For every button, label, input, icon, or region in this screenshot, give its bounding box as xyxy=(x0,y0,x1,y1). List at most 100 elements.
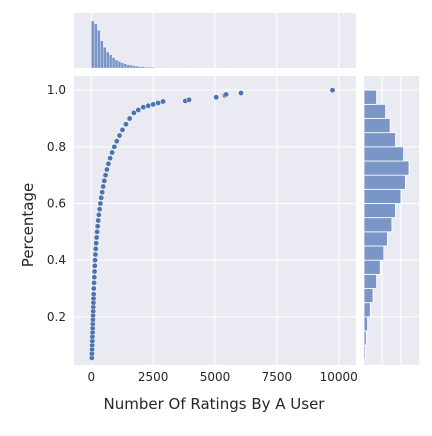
scatter-point xyxy=(91,292,96,297)
scatter-point xyxy=(151,102,156,107)
x-hist-bar xyxy=(97,30,100,68)
x-tick-label: 5000 xyxy=(200,370,231,384)
x-hist-bar xyxy=(142,67,145,68)
scatter-point xyxy=(156,100,161,105)
x-hist-bar xyxy=(124,64,127,68)
scatter-point xyxy=(131,110,136,115)
x-hist-bar xyxy=(100,41,103,68)
scatter-point xyxy=(96,218,101,223)
x-hist-bar xyxy=(139,67,142,68)
y-hist-bar xyxy=(364,232,387,246)
scatter-point xyxy=(123,122,128,127)
y-tick-label: 0.6 xyxy=(47,197,66,211)
y-hist-bar xyxy=(364,133,396,147)
x-hist-bar xyxy=(109,55,112,68)
y-tick-label: 0.8 xyxy=(47,140,66,154)
scatter-point xyxy=(92,263,97,268)
x-tick-label: 0 xyxy=(87,370,95,384)
scatter-point xyxy=(108,156,113,161)
scatter-point xyxy=(93,252,98,257)
x-hist-bar xyxy=(133,66,136,68)
scatter-point xyxy=(91,280,96,285)
scatter-point xyxy=(91,286,96,291)
scatter-point xyxy=(330,88,335,93)
scatter-point xyxy=(93,246,98,251)
scatter-point xyxy=(109,150,114,155)
scatter-point xyxy=(112,144,117,149)
y-hist-bar xyxy=(364,104,386,118)
y-hist-bar xyxy=(364,147,404,161)
scatter-point xyxy=(114,139,119,144)
scatter-point xyxy=(224,92,229,97)
scatter-point xyxy=(160,99,165,104)
scatter-point xyxy=(92,275,97,280)
scatter-point xyxy=(136,107,141,112)
y-axis-label: Percentage xyxy=(19,183,37,267)
y-hist-bar xyxy=(364,119,390,133)
scatter-point xyxy=(102,178,107,183)
scatter-point xyxy=(127,116,132,121)
right-marginal-histogram xyxy=(364,76,419,365)
y-hist-bar xyxy=(364,260,380,274)
y-hist-bar xyxy=(364,317,368,331)
scatter-point xyxy=(97,207,102,212)
y-hist-bar xyxy=(364,289,373,303)
y-hist-bar xyxy=(364,345,365,359)
x-tick-label: 10000 xyxy=(320,370,358,384)
y-tick-label: 0.2 xyxy=(47,310,66,324)
y-hist-bar xyxy=(364,90,377,104)
scatter-point xyxy=(95,224,100,229)
y-hist-bar xyxy=(364,218,392,232)
x-hist-bar xyxy=(130,65,133,68)
scatter-point xyxy=(117,133,122,138)
x-axis-label: Number Of Ratings By A User xyxy=(104,395,326,413)
y-hist-bar xyxy=(364,161,409,175)
scatter-point xyxy=(99,195,104,200)
x-hist-bar xyxy=(106,52,109,68)
x-hist-bar xyxy=(148,67,151,68)
y-hist-bar xyxy=(364,175,405,189)
scatter-point xyxy=(141,105,146,110)
scatter-point xyxy=(92,258,97,263)
x-hist-bar xyxy=(94,24,97,68)
scatter-point xyxy=(214,95,219,100)
x-hist-bar xyxy=(136,66,139,68)
scatter-point xyxy=(94,235,99,240)
y-tick-label: 0.4 xyxy=(47,253,66,267)
y-hist-bar xyxy=(364,303,370,317)
scatter-point xyxy=(238,90,243,95)
scatter-point xyxy=(100,190,105,195)
scatter-point xyxy=(104,167,109,172)
scatter-point xyxy=(95,229,100,234)
x-hist-bar xyxy=(118,61,121,68)
scatter-point xyxy=(146,103,151,108)
scatter-point xyxy=(98,201,103,206)
x-hist-bar xyxy=(121,63,124,68)
scatter-point xyxy=(94,241,99,246)
x-hist-bar xyxy=(127,65,130,68)
x-hist-bar xyxy=(91,21,94,68)
top-marginal-histogram xyxy=(74,13,356,68)
x-hist-bar xyxy=(112,58,115,68)
x-hist-bar xyxy=(145,67,148,68)
x-hist-bar xyxy=(103,47,106,68)
scatter-point xyxy=(120,127,125,132)
scatter-point xyxy=(106,161,111,166)
y-tick-label: 1.0 xyxy=(47,83,66,97)
scatter-point xyxy=(186,97,191,102)
y-hist-bar xyxy=(364,331,366,345)
x-hist-bar xyxy=(115,60,118,68)
scatter-point xyxy=(92,269,97,274)
x-hist-bar xyxy=(151,67,154,68)
y-hist-bar xyxy=(364,246,384,260)
x-tick-label: 7500 xyxy=(262,370,293,384)
y-hist-bar xyxy=(364,204,396,218)
scatter-point xyxy=(101,184,106,189)
scatter-point xyxy=(103,173,108,178)
y-hist-bar xyxy=(364,274,377,288)
y-hist-bar xyxy=(364,189,401,203)
scatter-point xyxy=(96,212,101,217)
